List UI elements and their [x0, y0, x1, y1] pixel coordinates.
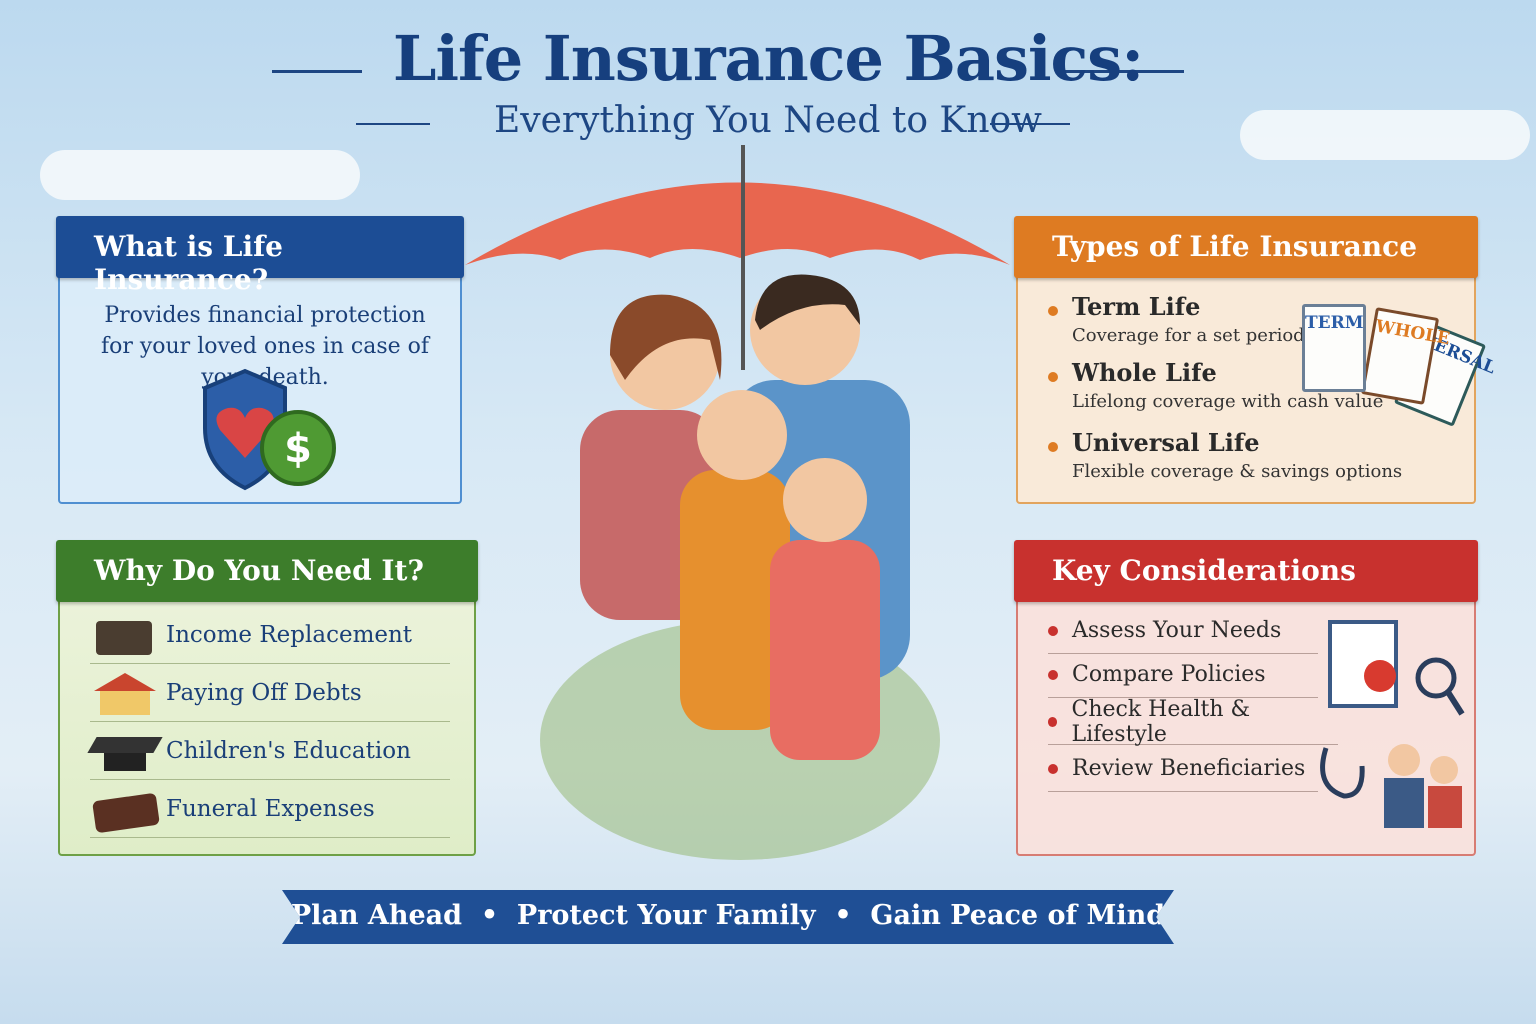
casket-icon [90, 789, 160, 833]
clipboard-magnifier-icon [1328, 620, 1465, 716]
consideration-item: Assess Your Needs [1048, 608, 1318, 654]
list-item: Children's Education [87, 722, 450, 780]
list-item: Income Replacement [90, 606, 450, 664]
why-panel: Why Do You Need It? Income Replacement P… [56, 540, 478, 856]
graduation-cap-icon [87, 731, 163, 771]
item-label: Funeral Expenses [166, 795, 375, 822]
consideration-item: Compare Policies [1048, 652, 1318, 698]
shield-heart-dollar-icon: $ [203, 368, 336, 491]
panel-header: Why Do You Need It? [56, 540, 478, 602]
item-label: Check Health & Lifestyle [1071, 696, 1251, 747]
family-umbrella-illustration [465, 145, 1010, 860]
type-name: Term Life [1072, 292, 1201, 321]
consideration-item: Review Beneficiaries [1048, 746, 1318, 792]
type-item: Universal Life Flexible coverage & saving… [1048, 428, 1402, 482]
page-title: Life Insurance Basics: [392, 22, 1144, 95]
cloud [1240, 110, 1530, 160]
item-label: Children's Education [166, 737, 411, 764]
title-rule [1064, 70, 1184, 73]
type-desc: Coverage for a set period [1072, 325, 1305, 346]
list-item: Paying Off Debts [90, 664, 450, 722]
cloud [40, 150, 360, 200]
panel-header: Key Considerations [1014, 540, 1478, 602]
panel-header: What is Life Insurance? [56, 216, 464, 296]
page-subtitle: Everything You Need to Know [494, 100, 1042, 141]
type-item: Term Life Coverage for a set period [1048, 292, 1305, 346]
subtitle-rule [990, 123, 1070, 125]
document-icon: TERM [1302, 304, 1366, 392]
consideration-item: Check Health & Lifestyle [1048, 696, 1338, 747]
subtitle-rule [356, 123, 430, 125]
type-item: Whole Life Lifelong coverage with cash va… [1048, 358, 1383, 412]
item-label: Assess Your Needs [1072, 618, 1282, 643]
what-is-panel: What is Life Insurance? Provides financi… [56, 216, 464, 504]
type-desc: Lifelong coverage with cash value [1072, 391, 1384, 412]
panel-header: Types of Life Insurance [1014, 216, 1478, 278]
type-desc: Flexible coverage & savings options [1072, 461, 1403, 482]
type-name: Universal Life [1072, 428, 1260, 457]
stethoscope-family-icon [1320, 744, 1462, 828]
item-label: Review Beneficiaries [1072, 756, 1306, 781]
item-label: Income Replacement [166, 621, 413, 648]
list-item: Funeral Expenses [90, 780, 450, 838]
umbrella-icon [465, 182, 1010, 265]
types-panel: Types of Life Insurance Term Life Coverag… [1014, 216, 1498, 504]
item-label: Paying Off Debts [166, 679, 362, 706]
footer-banner: Plan Ahead • Protect Your Family • Gain … [282, 890, 1174, 944]
title-rule [272, 70, 362, 73]
house-icon [90, 672, 160, 715]
briefcase-icon [90, 615, 160, 655]
type-name: Whole Life [1072, 358, 1217, 387]
svg-text:$: $ [284, 426, 312, 472]
key-considerations-panel: Key Considerations Assess Your Needs Com… [1014, 540, 1478, 856]
item-label: Compare Policies [1072, 662, 1266, 687]
